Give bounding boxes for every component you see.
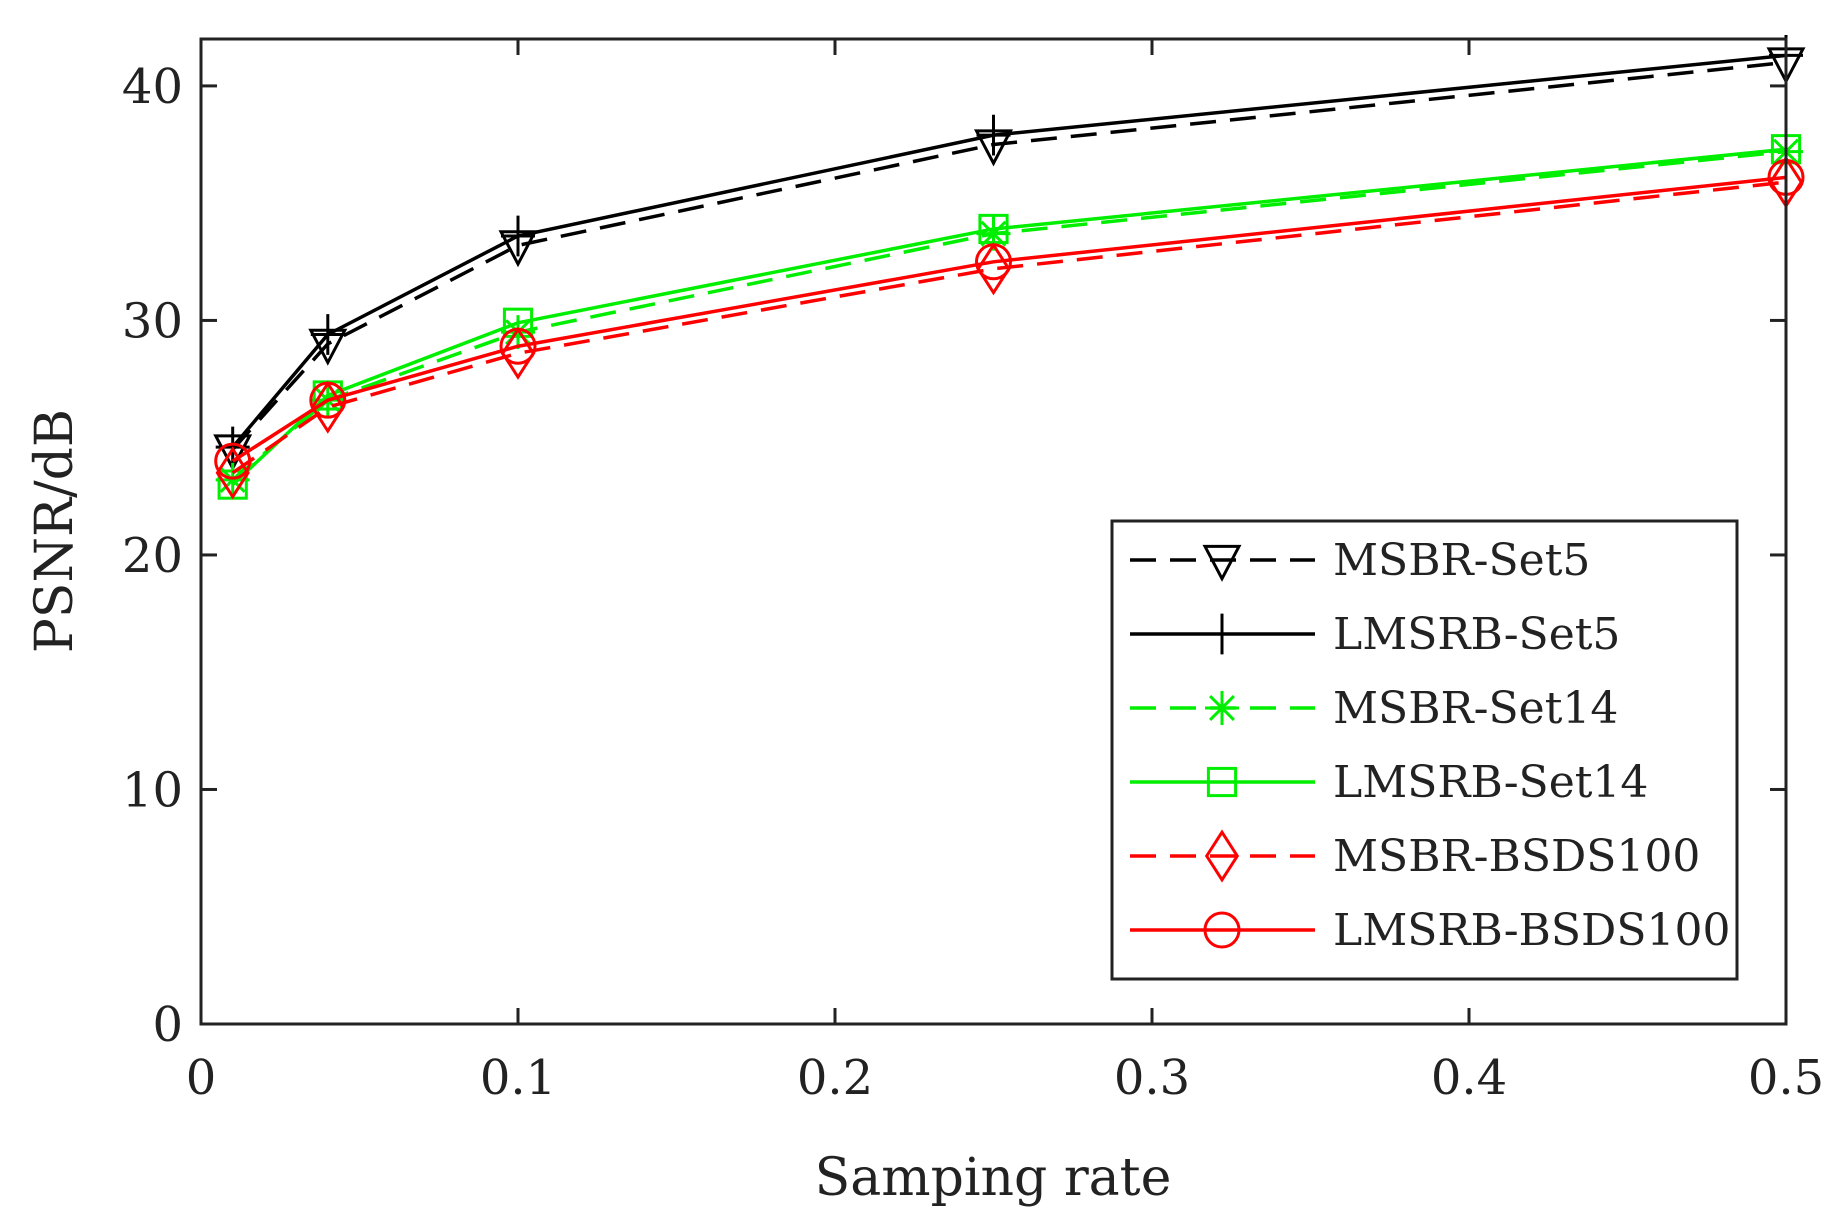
data-point-square-marker — [502, 307, 534, 338]
series-line — [231, 175, 1787, 463]
x-tick-label: 0.3 — [1114, 1050, 1190, 1106]
y-axis-label: PSNR/dB — [25, 409, 85, 653]
legend-label: LMSRB-BSDS100 — [1333, 905, 1730, 956]
ticks-layer: 0 0.1 0.2 0.3 0.4 0.5 0 10 20 30 40 — [122, 39, 1824, 1106]
y-tick-label: 0 — [152, 997, 183, 1053]
series-layer — [213, 35, 1806, 500]
data-point-circle-marker — [975, 243, 1012, 281]
data-point-circle-marker — [214, 442, 252, 480]
legend-label: MSBR-Set14 — [1333, 683, 1618, 734]
data-point-circle-marker — [309, 381, 347, 419]
legend-circle-marker — [1203, 911, 1241, 949]
legend-diamond-marker — [1204, 829, 1240, 883]
series-lmsrb-set5 — [215, 35, 1803, 468]
legend-label: MSBR-Set5 — [1333, 535, 1590, 586]
legend-item: MSBR-BSDS100 — [1130, 829, 1700, 883]
legend-asterisk-marker — [1205, 691, 1239, 725]
x-tick-label: 0 — [186, 1050, 217, 1106]
data-point-plus-marker — [310, 314, 345, 355]
y-tick-label: 30 — [122, 293, 183, 349]
x-tick-label: 0.2 — [797, 1050, 873, 1106]
plot-frame — [199, 37, 1788, 1026]
data-point-circle-marker — [499, 327, 537, 365]
legend-triangle-down-marker — [1202, 544, 1242, 582]
legend-item: LMSRB-Set14 — [1130, 757, 1648, 808]
x-tick-label: 0.1 — [480, 1050, 556, 1106]
legend-box — [1110, 519, 1739, 981]
series-line — [231, 53, 1787, 449]
data-point-diamond-marker — [310, 380, 345, 434]
legend-plus-marker — [1205, 613, 1239, 655]
data-point-asterisk-marker — [215, 462, 250, 497]
legend-item: LMSRB-Set5 — [1130, 609, 1620, 660]
series-msbr-set14 — [215, 134, 1803, 497]
data-point-diamond-marker — [215, 446, 250, 500]
legend-square-marker — [1206, 766, 1238, 798]
legend-label: LMSRB-Set5 — [1333, 609, 1620, 660]
x-tick-label: 0.5 — [1748, 1050, 1824, 1106]
legend-label: MSBR-BSDS100 — [1333, 831, 1700, 882]
y-tick-label: 40 — [122, 59, 183, 115]
legend-item: LMSRB-BSDS100 — [1130, 905, 1730, 956]
data-point-asterisk-marker — [976, 216, 1011, 251]
data-point-plus-marker — [976, 114, 1011, 156]
legend: MSBR-Set5 LMSRB-Set5 MSBR-Set14 LMSRB-Set14… — [1110, 519, 1739, 981]
x-axis-label: Samping rate — [815, 1148, 1172, 1208]
series-msbr-bsds100 — [215, 155, 1804, 500]
series-line — [231, 180, 1787, 475]
y-tick-label: 10 — [122, 762, 183, 818]
series-line — [231, 147, 1787, 486]
series-lmsrb-set14 — [217, 134, 1802, 500]
series-lmsrb-bsds100 — [214, 158, 1805, 480]
legend-item: MSBR-Set5 — [1130, 535, 1590, 586]
series-line — [231, 60, 1787, 451]
y-tick-label: 20 — [122, 528, 183, 584]
x-tick-label: 0.4 — [1431, 1050, 1507, 1106]
data-point-plus-marker — [501, 215, 535, 257]
legend-item: MSBR-Set14 — [1130, 683, 1618, 734]
legend-label: LMSRB-Set14 — [1333, 757, 1648, 808]
